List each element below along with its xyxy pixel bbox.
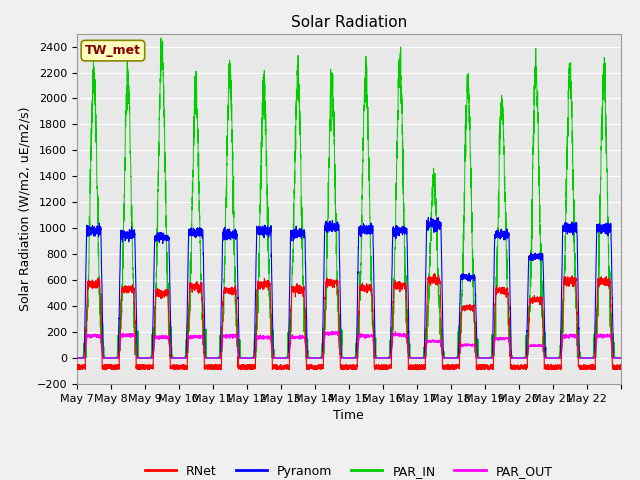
Legend: RNet, Pyranom, PAR_IN, PAR_OUT: RNet, Pyranom, PAR_IN, PAR_OUT <box>140 460 557 480</box>
Text: TW_met: TW_met <box>85 44 141 57</box>
X-axis label: Time: Time <box>333 409 364 422</box>
Title: Solar Radiation: Solar Radiation <box>291 15 407 30</box>
Y-axis label: Solar Radiation (W/m2, uE/m2/s): Solar Radiation (W/m2, uE/m2/s) <box>18 107 31 311</box>
